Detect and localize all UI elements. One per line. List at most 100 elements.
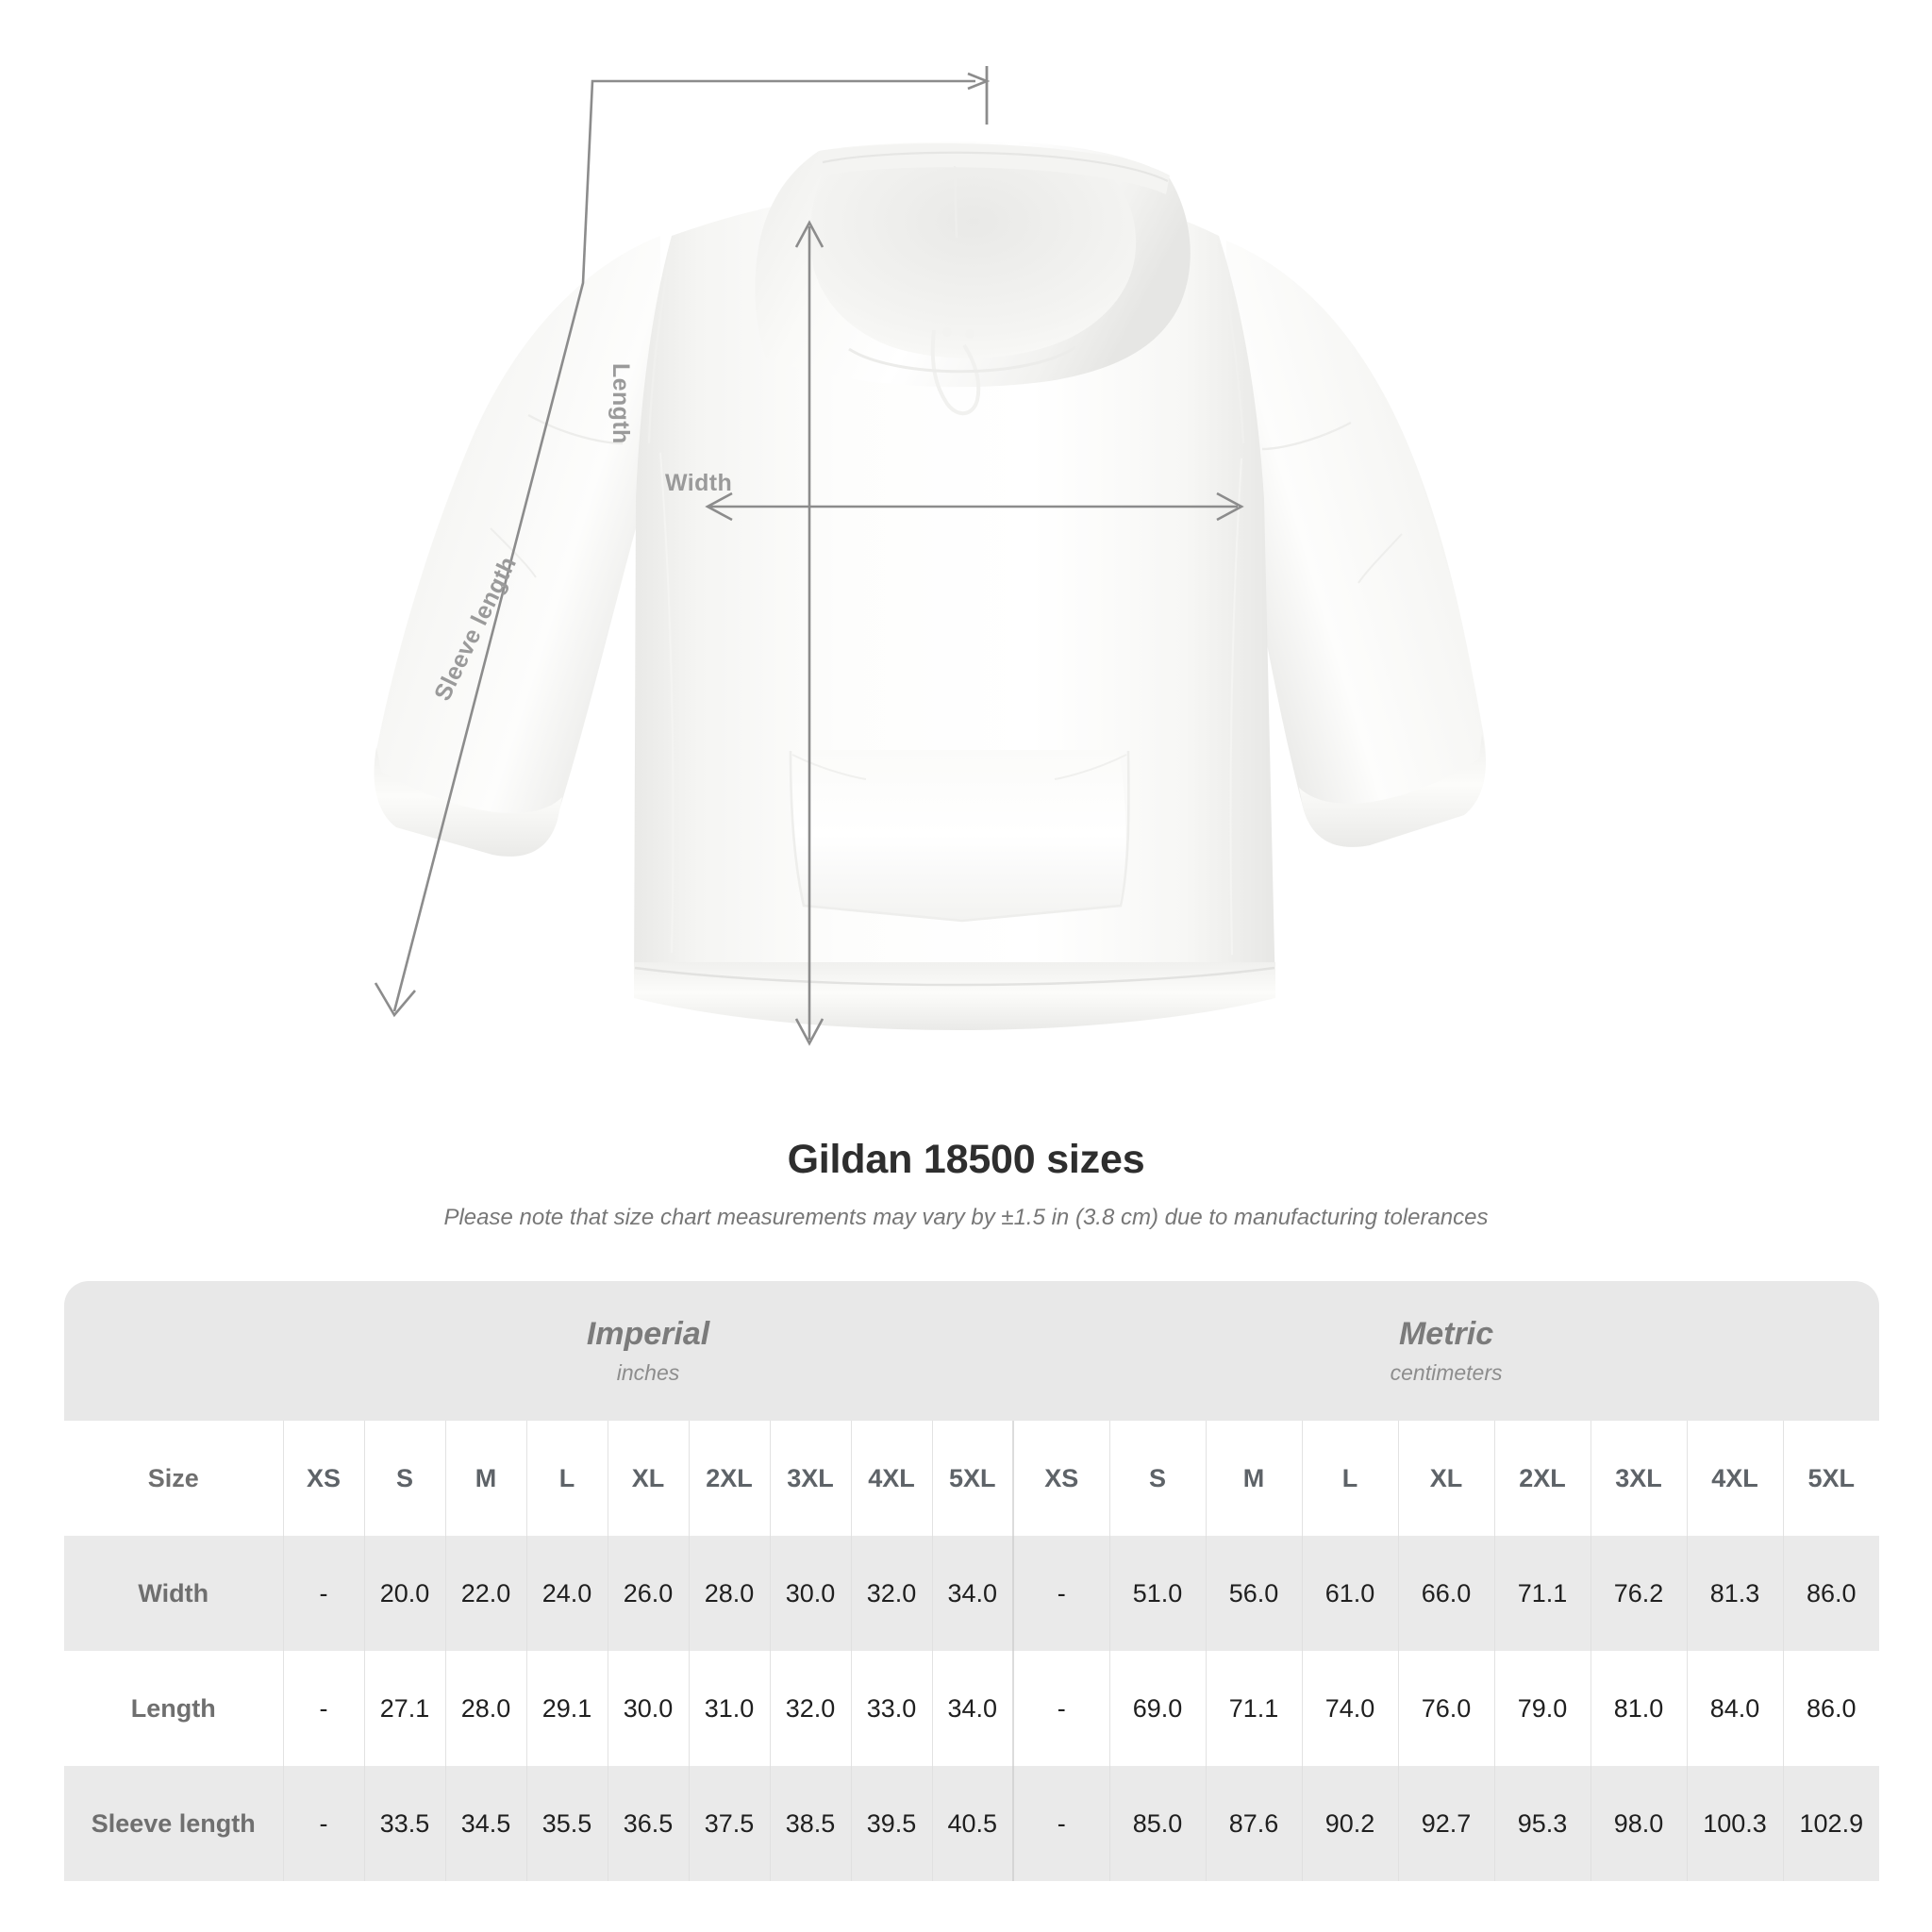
unit-header-metric: Metric centimeters — [1013, 1281, 1880, 1421]
length-imperial-4xl: 33.0 — [850, 1651, 932, 1766]
width-metric-3xl: 76.2 — [1590, 1536, 1688, 1651]
size-header-imperial-l: L — [525, 1421, 608, 1536]
size-header-imperial-3xl: 3XL — [769, 1421, 851, 1536]
width-metric-s: 51.0 — [1108, 1536, 1207, 1651]
size-header-imperial-4xl: 4XL — [850, 1421, 932, 1536]
width-metric-l: 61.0 — [1301, 1536, 1399, 1651]
size-header-imperial-m: M — [444, 1421, 526, 1536]
width-imperial-l: 24.0 — [525, 1536, 608, 1651]
size-header-imperial-xl: XL — [607, 1421, 689, 1536]
sleeve-metric-xl: 92.7 — [1397, 1766, 1495, 1881]
width-right-arrowhead — [1216, 491, 1244, 522]
sleeve-imperial-5xl: 40.5 — [931, 1766, 1014, 1881]
row-label-width: Width — [64, 1536, 283, 1651]
sleeve-imperial-m: 34.5 — [444, 1766, 526, 1881]
length-metric-l: 74.0 — [1301, 1651, 1399, 1766]
width-metric-xl: 66.0 — [1397, 1536, 1495, 1651]
sleeve-metric-xs: - — [1012, 1766, 1110, 1881]
unit-sub-metric: centimeters — [1390, 1359, 1503, 1385]
length-top-arrowhead — [794, 220, 824, 248]
length-bottom-arrowhead — [794, 1018, 824, 1046]
unit-name-metric: Metric — [1398, 1316, 1494, 1353]
size-table-container: Imperial inches Metric centimeters Size … — [64, 1281, 1880, 1881]
size-header-imperial-5xl: 5XL — [931, 1421, 1014, 1536]
row-label-sleeve-length: Sleeve length — [64, 1766, 283, 1881]
title-block: Gildan 18500 sizes Please note that size… — [0, 1137, 1932, 1231]
width-metric-4xl: 81.3 — [1686, 1536, 1784, 1651]
length-metric-xl: 76.0 — [1397, 1651, 1495, 1766]
size-header-row: Size XS S M L XL 2XL 3XL 4XL 5XL XS S M … — [64, 1421, 1880, 1536]
size-header-metric-3xl: 3XL — [1590, 1421, 1688, 1536]
size-header-metric-5xl: 5XL — [1782, 1421, 1880, 1536]
size-header-metric-xs: XS — [1012, 1421, 1110, 1536]
sleeve-imperial-xs: - — [282, 1766, 364, 1881]
row-label-length: Length — [64, 1651, 283, 1766]
size-header-imperial-2xl: 2XL — [688, 1421, 770, 1536]
unit-name-imperial: Imperial — [586, 1316, 710, 1353]
length-imperial-m: 28.0 — [444, 1651, 526, 1766]
sleeve-bottom-arrowhead — [374, 982, 416, 1018]
length-metric-5xl: 86.0 — [1782, 1651, 1880, 1766]
tolerance-note: Please note that size chart measurements… — [443, 1205, 1489, 1230]
size-header-metric-2xl: 2XL — [1493, 1421, 1591, 1536]
sleeve-metric-3xl: 98.0 — [1590, 1766, 1688, 1881]
length-label: Length — [608, 363, 634, 444]
width-imperial-5xl: 34.0 — [931, 1536, 1014, 1651]
size-header-metric-4xl: 4XL — [1686, 1421, 1784, 1536]
page-title: Gildan 18500 sizes — [787, 1137, 1145, 1182]
length-imperial-xs: - — [282, 1651, 364, 1766]
sleeve-imperial-4xl: 39.5 — [850, 1766, 932, 1881]
sleeve-metric-l: 90.2 — [1301, 1766, 1399, 1881]
length-imperial-xl: 30.0 — [607, 1651, 689, 1766]
length-metric-s: 69.0 — [1108, 1651, 1207, 1766]
length-metric-m: 71.1 — [1205, 1651, 1303, 1766]
unit-header-imperial: Imperial inches — [283, 1281, 1014, 1421]
width-imperial-m: 22.0 — [444, 1536, 526, 1651]
table-row-length: Length - 27.1 28.0 29.1 30.0 31.0 32.0 3… — [64, 1651, 1880, 1766]
width-imperial-3xl: 30.0 — [769, 1536, 851, 1651]
width-imperial-xl: 26.0 — [607, 1536, 689, 1651]
sleeve-metric-2xl: 95.3 — [1493, 1766, 1591, 1881]
sleeve-imperial-2xl: 37.5 — [688, 1766, 770, 1881]
width-imperial-xs: - — [282, 1536, 364, 1651]
sleeve-metric-5xl: 102.9 — [1782, 1766, 1880, 1881]
size-header-metric-m: M — [1205, 1421, 1303, 1536]
size-table: Imperial inches Metric centimeters Size … — [64, 1281, 1880, 1881]
unit-header-spacer — [64, 1281, 283, 1421]
sleeve-imperial-l: 35.5 — [525, 1766, 608, 1881]
length-imperial-5xl: 34.0 — [931, 1651, 1014, 1766]
length-metric-4xl: 84.0 — [1686, 1651, 1784, 1766]
width-metric-5xl: 86.0 — [1782, 1536, 1880, 1651]
sleeve-metric-4xl: 100.3 — [1686, 1766, 1784, 1881]
size-header-metric-s: S — [1108, 1421, 1207, 1536]
width-imperial-4xl: 32.0 — [850, 1536, 932, 1651]
length-imperial-l: 29.1 — [525, 1651, 608, 1766]
table-row-width: Width - 20.0 22.0 24.0 26.0 28.0 30.0 32… — [64, 1536, 1880, 1651]
sleeve-imperial-s: 33.5 — [363, 1766, 445, 1881]
sleeve-metric-m: 87.6 — [1205, 1766, 1303, 1881]
size-header-imperial-s: S — [363, 1421, 445, 1536]
width-imperial-2xl: 28.0 — [688, 1536, 770, 1651]
sleeve-imperial-3xl: 38.5 — [769, 1766, 851, 1881]
unit-system-header-row: Imperial inches Metric centimeters — [64, 1281, 1880, 1421]
length-imperial-2xl: 31.0 — [688, 1651, 770, 1766]
sleeve-metric-s: 85.0 — [1108, 1766, 1207, 1881]
size-header-imperial-xs: XS — [282, 1421, 364, 1536]
size-header-metric-l: L — [1301, 1421, 1399, 1536]
width-metric-2xl: 71.1 — [1493, 1536, 1591, 1651]
width-metric-m: 56.0 — [1205, 1536, 1303, 1651]
length-imperial-3xl: 32.0 — [769, 1651, 851, 1766]
hoodie-measurement-diagram: Length Width Sleeve length — [374, 66, 1487, 1046]
table-row-sleeve-length: Sleeve length - 33.5 34.5 35.5 36.5 37.5… — [64, 1766, 1880, 1881]
width-label: Width — [665, 470, 733, 496]
width-imperial-s: 20.0 — [363, 1536, 445, 1651]
hoodie-product-photo — [374, 142, 1487, 1030]
unit-sub-imperial: inches — [616, 1359, 680, 1385]
length-imperial-s: 27.1 — [363, 1651, 445, 1766]
length-metric-2xl: 79.0 — [1493, 1651, 1591, 1766]
length-metric-3xl: 81.0 — [1590, 1651, 1688, 1766]
size-row-label: Size — [64, 1421, 283, 1536]
width-metric-xs: - — [1012, 1536, 1110, 1651]
sleeve-length-line — [392, 79, 975, 1012]
